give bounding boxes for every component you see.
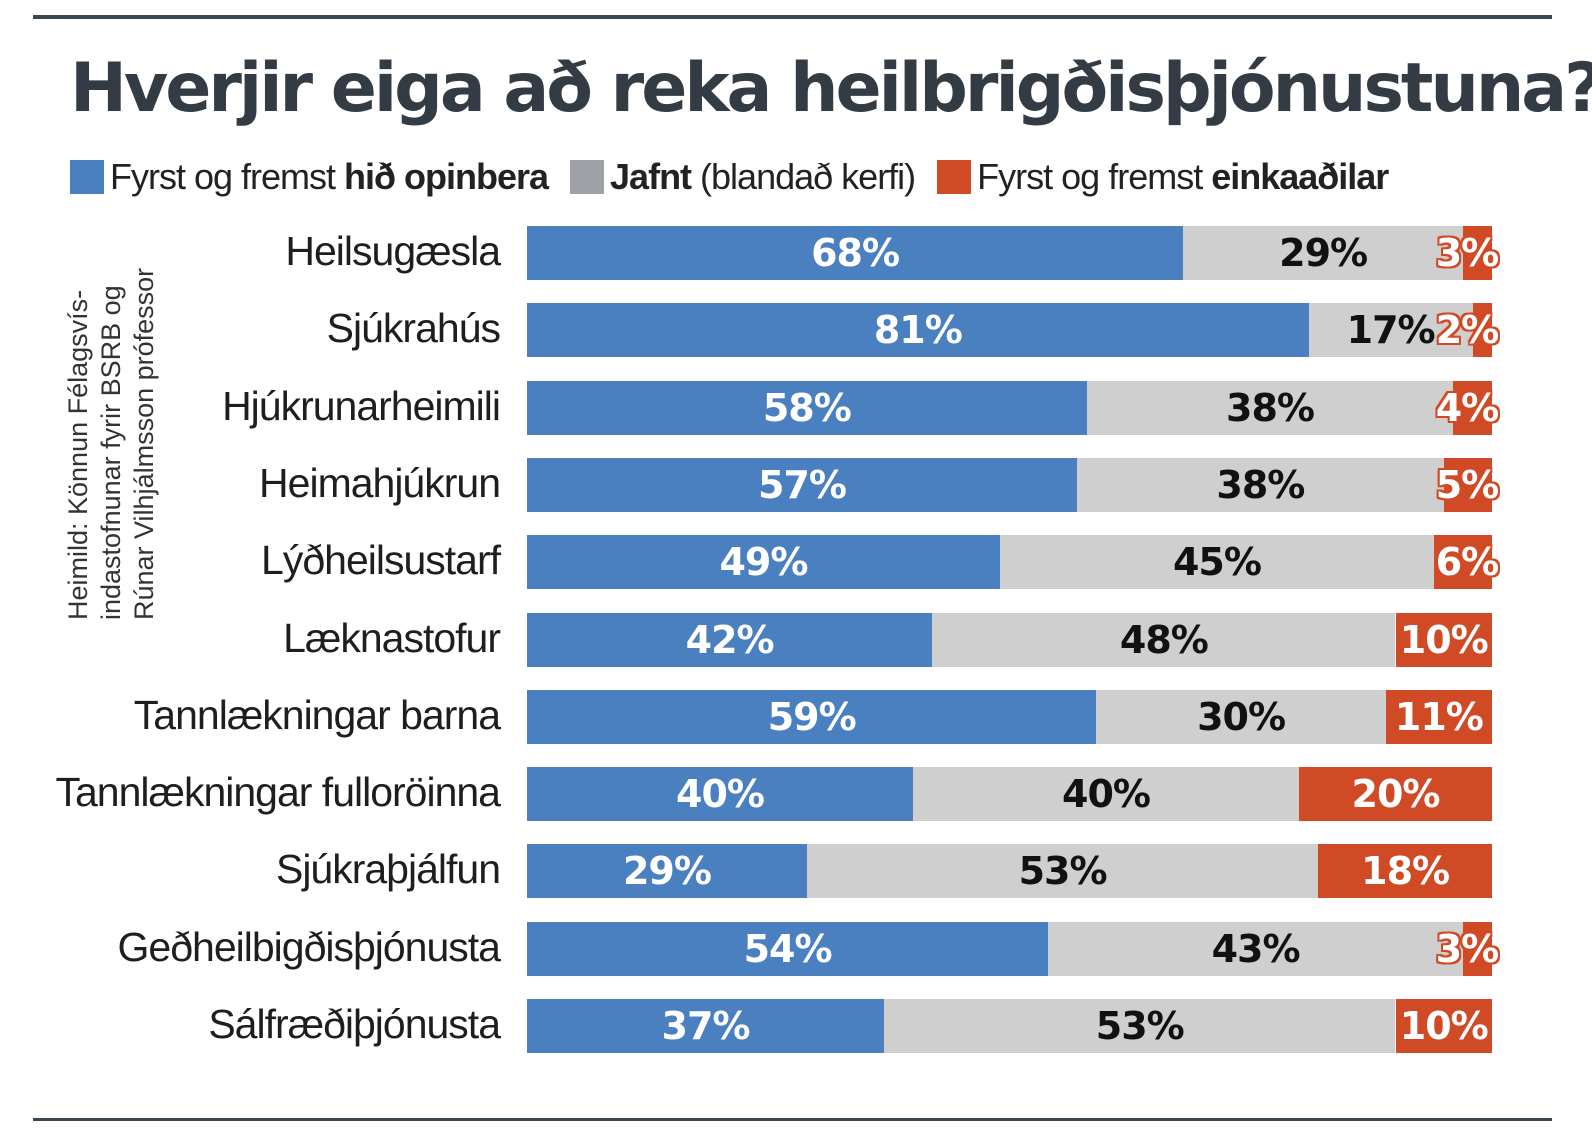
source-line-1: Heimild: Könnun Félagsvís- [63, 289, 93, 620]
bar-segment-private [1472, 303, 1492, 358]
data-label-public: 29% [622, 849, 712, 894]
bar-segment-public [527, 303, 1309, 358]
legend-item-private: Fyrst og fremst einkaaðilar [937, 156, 1389, 198]
top-rule [33, 15, 1552, 19]
data-label-mixed: 40% [1062, 772, 1151, 817]
category-label: Sálfræðiþjónusta [208, 1001, 501, 1047]
category-label: Lýðheilsustarf [261, 537, 501, 584]
data-label-private: 18% [1361, 849, 1450, 894]
legend-item-mixed: Jafnt (blandað kerfi) [570, 156, 916, 198]
source-note: Heimild: Könnun Félagsvís- indastofnunar… [62, 232, 182, 620]
data-label-public: 42% [685, 617, 775, 662]
bar-segment-private [1453, 380, 1492, 435]
legend-bold-mixed: Jafnt [610, 156, 692, 197]
bar-segment-public [527, 457, 1078, 512]
bar-segment-mixed [1096, 689, 1386, 744]
bar-segment-mixed [1308, 303, 1473, 358]
bar-segment-private [1443, 457, 1492, 512]
legend-swatch-private [937, 160, 972, 194]
data-label-public: 58% [762, 385, 852, 430]
category-label: Læknastofur [283, 614, 501, 661]
bar-segment-public [527, 380, 1087, 435]
data-label-mixed: 38% [1216, 462, 1305, 507]
bar-segment-mixed [913, 767, 1299, 822]
bar-segment-public [527, 226, 1184, 280]
legend-item-public: Fyrst og fremst hið opinbera [70, 156, 549, 198]
data-label-mixed: 17% [1346, 308, 1436, 353]
bar-segment-private [1385, 689, 1492, 744]
bar-segment-mixed [999, 535, 1435, 590]
bottom-rule [33, 1118, 1552, 1121]
data-label-public: 68% [811, 231, 900, 275]
data-label-mixed: 30% [1197, 694, 1286, 739]
bar-segment-public [527, 535, 1000, 590]
bar-segment-mixed [1086, 380, 1454, 435]
bar-segment-mixed [1183, 226, 1464, 280]
bar-segment-public [527, 921, 1049, 976]
data-label-private: 3% [1435, 926, 1500, 971]
bar-segment-private [1463, 226, 1492, 280]
category-label: Tannlækningar fulloröinna [55, 769, 501, 816]
data-label-private: 10% [1399, 1004, 1489, 1048]
data-label-private: 4% [1435, 385, 1500, 430]
category-label: Geðheilbigðisþjónusta [117, 923, 501, 970]
data-label-public: 37% [661, 1004, 751, 1048]
legend-text-public: Fyrst og fremst [110, 156, 345, 197]
chart-title: Hverjir eiga að reka heilbrigðisþjónustu… [70, 49, 1592, 128]
data-label-public: 54% [743, 926, 833, 971]
bar-segment-mixed [884, 999, 1396, 1053]
data-label-public: 59% [767, 694, 857, 739]
data-label-mixed: 45% [1172, 540, 1262, 585]
data-label-mixed: 53% [1095, 1004, 1185, 1048]
data-label-private: 11% [1394, 694, 1484, 739]
legend-bold-public: hið opinbera [344, 156, 549, 197]
data-label-mixed: 43% [1211, 926, 1301, 971]
category-label: Heimahjúkrun [259, 459, 501, 506]
bar-segment-private [1395, 612, 1492, 667]
data-label-public: 49% [719, 540, 808, 585]
data-label-private: 6% [1435, 540, 1500, 585]
bar-segment-public [527, 844, 807, 899]
category-label: Tannlækningar barna [133, 691, 501, 738]
data-label-private: 3% [1435, 231, 1500, 275]
legend-swatch-mixed [570, 160, 605, 194]
bar-segment-mixed [1048, 921, 1464, 976]
data-label-private: 5% [1435, 462, 1500, 507]
data-label-public: 57% [758, 462, 847, 507]
legend-text-mixed: (blandað kerfi) [691, 156, 916, 197]
data-label-private: 10% [1399, 617, 1489, 662]
source-line-3: Rúnar Vilhjálmsson prófessor [129, 267, 159, 620]
legend-bold-private: einkaaðilar [1211, 156, 1389, 197]
bar-segment-private [1395, 999, 1492, 1053]
data-label-private: 20% [1351, 772, 1441, 817]
category-label: Hjúkrunarheimili [222, 382, 501, 429]
source-line-2: indastofnunar fyrir BSRB og [96, 285, 126, 620]
bar-segment-private [1299, 767, 1492, 822]
data-label-private: 2% [1435, 308, 1500, 353]
bar-segment-public [527, 689, 1097, 744]
category-label: Heilsugæsla [285, 228, 501, 274]
bar-segment-public [527, 612, 933, 667]
bar-segment-private [1434, 535, 1492, 590]
legend-swatch-public [70, 160, 104, 194]
bar-segment-public [527, 767, 913, 822]
legend-text-private: Fyrst og fremst [977, 156, 1212, 197]
bar-segment-private [1463, 921, 1492, 976]
bar-segment-mixed [806, 844, 1319, 899]
data-label-mixed: 29% [1279, 231, 1368, 275]
legend: Fyrst og fremst hið opinbera Jafnt (blan… [70, 152, 1410, 202]
data-label-public: 40% [676, 772, 765, 817]
bar-segment-mixed [932, 612, 1396, 667]
data-label-mixed: 53% [1018, 849, 1108, 894]
bar-segment-private [1318, 844, 1492, 899]
category-label: Sjúkrahús [326, 305, 501, 352]
data-label-mixed: 48% [1119, 617, 1209, 662]
bar-segment-mixed [1077, 457, 1444, 512]
data-label-public: 81% [873, 308, 963, 353]
bar-segment-public [527, 999, 885, 1053]
category-label: Sjúkraþjálfun [275, 846, 501, 893]
data-label-mixed: 38% [1226, 385, 1315, 430]
